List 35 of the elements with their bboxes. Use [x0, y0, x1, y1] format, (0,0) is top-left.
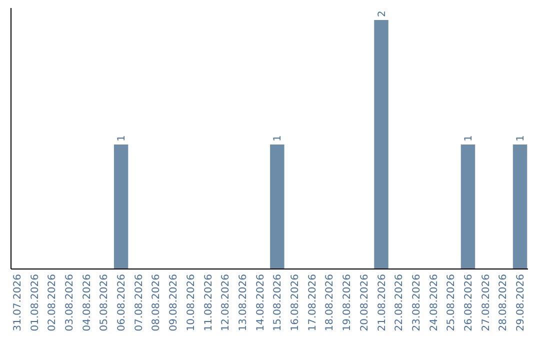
x-tick-label: 26.08.2026 [463, 274, 474, 332]
x-tick-label: 05.08.2026 [99, 274, 110, 332]
x-tick-label: 19.08.2026 [342, 274, 354, 332]
x-tick-label: 01.08.2026 [30, 274, 41, 332]
x-tick-label: 15.08.2026 [272, 274, 284, 332]
x-tick-label: 27.08.2026 [480, 274, 492, 332]
x-tick-label: 21.08.2026 [376, 274, 388, 332]
x-tick-label: 13.08.2026 [238, 274, 249, 332]
x-tick-label: 11.08.2026 [203, 274, 214, 332]
x-tick-label: 16.08.2026 [290, 274, 302, 332]
x-tick-label: 20.08.2026 [359, 274, 370, 332]
x-tick-label: 14.08.2026 [255, 274, 266, 332]
x-tick-label: 08.08.2026 [151, 274, 162, 332]
x-tick-label: 23.08.2026 [411, 274, 422, 332]
x-tick-label: 18.08.2026 [324, 274, 336, 332]
x-tick-label: 06.08.2026 [116, 274, 128, 332]
data-label: 1 [463, 135, 474, 142]
x-tick-label: 10.08.2026 [186, 274, 197, 332]
x-tick-label: 09.08.2026 [168, 274, 180, 332]
x-tick-label: 04.08.2026 [82, 274, 93, 332]
x-tick-label: 22.08.2026 [394, 274, 406, 332]
x-tick-label: 24.08.2026 [428, 274, 440, 332]
data-label: 2 [376, 10, 388, 17]
x-tick-label: 31.07.2026 [12, 274, 24, 332]
x-tick-label: 28.08.2026 [498, 274, 510, 332]
x-tick-label: 03.08.2026 [64, 274, 76, 332]
x-tick-label: 25.08.2026 [446, 274, 458, 332]
x-tick-label: 17.08.2026 [307, 274, 318, 332]
x-tick-label: 29.08.2026 [516, 274, 527, 332]
x-tick-label: 02.08.2026 [47, 274, 58, 332]
data-label: 1 [516, 135, 527, 142]
data-label: 1 [116, 135, 128, 142]
x-tick-label: 07.08.2026 [134, 274, 145, 332]
data-label: 1 [272, 135, 284, 142]
x-tick-label: 12.08.2026 [220, 274, 232, 332]
